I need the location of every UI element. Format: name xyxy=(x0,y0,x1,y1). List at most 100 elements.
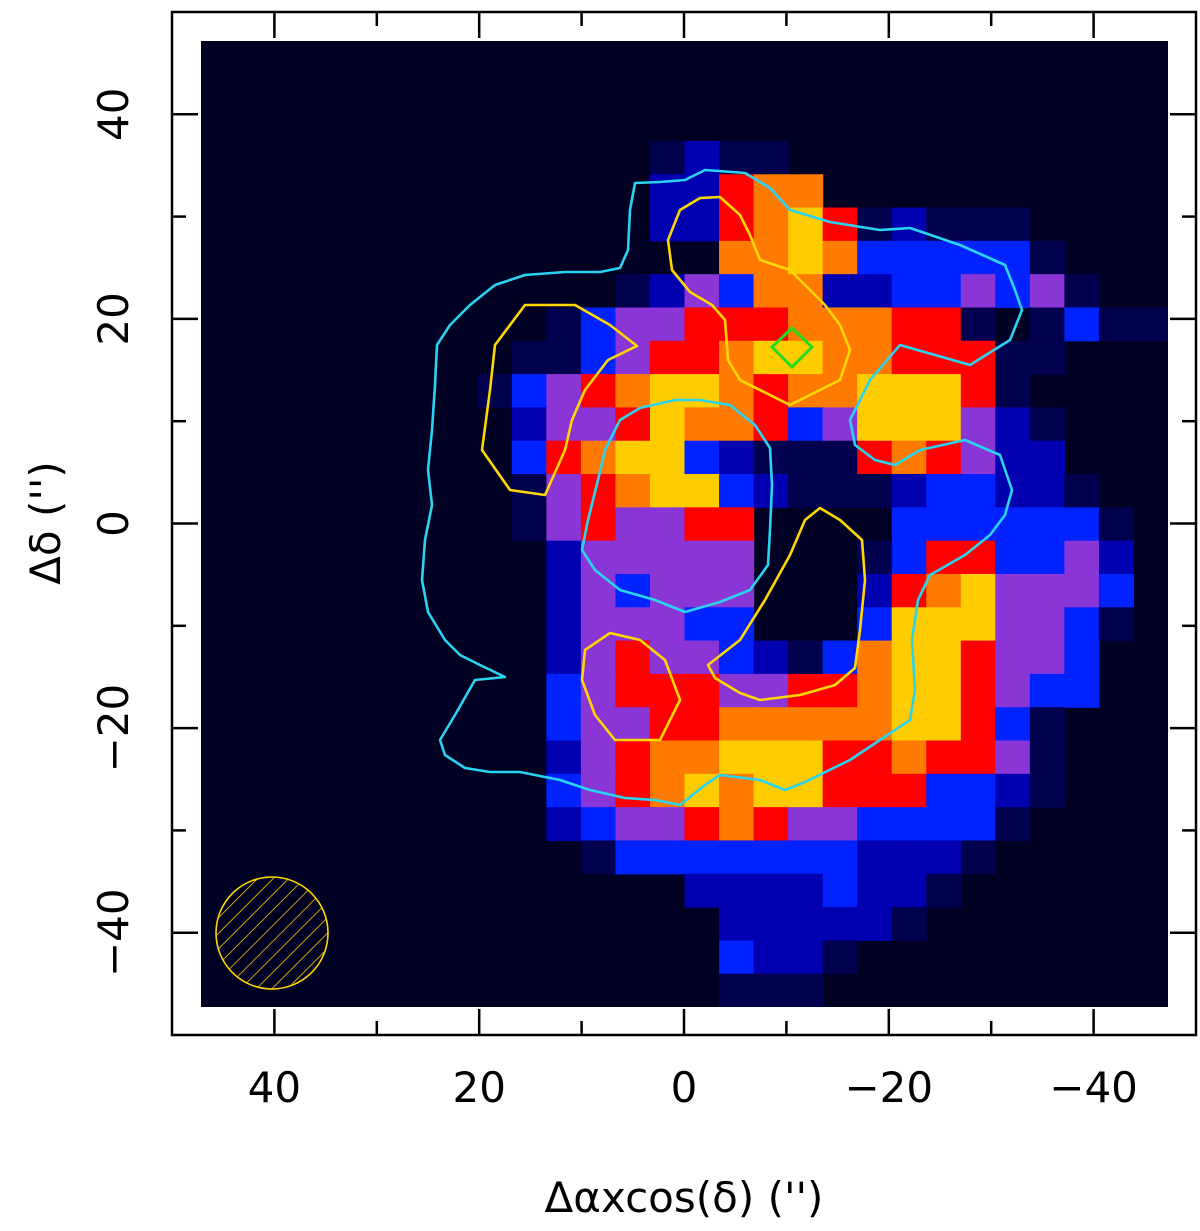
heatmap-cell xyxy=(891,274,927,309)
heatmap-cell xyxy=(477,374,513,409)
heatmap-cell xyxy=(995,707,1031,742)
heatmap-cell xyxy=(719,740,755,775)
y-tick-label: −40 xyxy=(89,888,138,977)
heatmap-cell xyxy=(719,174,755,209)
heatmap-cell xyxy=(995,507,1031,542)
heatmap-cell xyxy=(719,640,755,675)
heatmap-cell xyxy=(546,573,582,608)
heatmap-cell xyxy=(788,840,824,875)
heatmap-cell xyxy=(960,707,996,742)
heatmap-cell xyxy=(753,807,789,842)
heatmap-cell xyxy=(1098,540,1135,575)
heatmap-cell xyxy=(546,640,582,675)
heatmap-cell xyxy=(1064,640,1100,675)
heatmap-cell xyxy=(822,840,858,875)
heatmap-cell xyxy=(1029,240,1065,275)
heatmap-cell xyxy=(857,907,893,941)
heatmap-cell xyxy=(1029,407,1065,442)
heatmap-cell xyxy=(857,873,893,908)
heatmap-cell xyxy=(1029,640,1065,675)
heatmap-cell xyxy=(857,340,893,375)
heatmap-cell xyxy=(684,540,720,575)
heatmap-cell xyxy=(891,307,927,342)
heatmap-cell xyxy=(788,707,824,742)
heatmap-cell xyxy=(1098,307,1135,342)
heatmap-cell xyxy=(1064,540,1100,575)
heatmap-cell xyxy=(511,440,547,475)
heatmap-cell xyxy=(649,573,686,608)
heatmap-cell xyxy=(719,507,755,542)
heatmap-cell xyxy=(788,474,824,508)
heatmap-cell xyxy=(719,707,755,742)
heatmap-cell xyxy=(857,474,893,508)
heatmap-cell xyxy=(891,474,927,508)
y-tick-label: 20 xyxy=(89,292,138,345)
heatmap-cell xyxy=(580,440,617,475)
heatmap-cell xyxy=(891,207,927,242)
heatmap-cell xyxy=(649,407,686,442)
y-tick-label: 0 xyxy=(89,510,138,537)
heatmap-cell xyxy=(891,673,927,708)
heatmap-cell xyxy=(788,773,824,808)
heatmap-cell xyxy=(1029,740,1065,775)
heatmap-cell xyxy=(857,640,893,675)
heatmap-cell xyxy=(891,873,927,908)
heatmap-cell xyxy=(788,240,824,275)
heatmap-cell xyxy=(960,207,996,242)
heatmap-cell xyxy=(546,807,582,842)
heatmap-cell xyxy=(891,407,927,442)
heatmap-cell xyxy=(857,240,893,275)
beam-ellipse xyxy=(215,876,329,990)
heatmap-cell xyxy=(684,807,720,842)
heatmap-cell xyxy=(960,274,996,309)
heatmap-cell xyxy=(995,740,1031,775)
heatmap-cell xyxy=(926,240,962,275)
heatmap-cell xyxy=(857,440,893,475)
heatmap-cell xyxy=(580,807,617,842)
heatmap-cell xyxy=(788,640,824,675)
heatmap-cell xyxy=(684,873,720,908)
heatmap-cell xyxy=(1064,274,1100,309)
heatmap-cell xyxy=(995,673,1031,708)
heatmap-cell xyxy=(1098,607,1135,642)
heatmap-cell xyxy=(857,274,893,309)
axis-ticks xyxy=(172,12,1196,1035)
heatmap-cell xyxy=(684,740,720,775)
heatmap-cell xyxy=(995,374,1031,409)
heatmap-cell xyxy=(546,374,582,409)
heatmap-cell xyxy=(649,840,686,875)
heatmap-cell xyxy=(1029,474,1065,508)
heatmap-cell xyxy=(649,440,686,475)
marker-diamond xyxy=(769,325,815,370)
heatmap-cell xyxy=(891,740,927,775)
heatmap-cell xyxy=(788,907,824,941)
heatmap-cell xyxy=(615,840,651,875)
heatmap-cell xyxy=(857,773,893,808)
heatmap-cell xyxy=(615,340,651,375)
heatmap xyxy=(477,140,1168,1007)
heatmap-cell xyxy=(960,507,996,542)
heatmap-cell xyxy=(1064,573,1100,608)
heatmap-cell xyxy=(615,773,651,808)
heatmap-cell xyxy=(995,240,1031,275)
heatmap-cell xyxy=(753,673,789,708)
tick-labels: 40 20 0 −20 −40 −40 −20 0 20 40 xyxy=(89,88,1138,1112)
heatmap-cell xyxy=(753,407,789,442)
heatmap-cell xyxy=(546,707,582,742)
heatmap-cell xyxy=(753,140,789,175)
heatmap-cell xyxy=(857,840,893,875)
heatmap-cell xyxy=(788,340,824,375)
heatmap-cell xyxy=(995,807,1031,842)
heatmap-cell xyxy=(615,374,651,409)
heatmap-cell xyxy=(960,474,996,508)
heatmap-cell xyxy=(788,407,824,442)
heatmap-cell xyxy=(546,507,582,542)
heatmap-cell xyxy=(926,507,962,542)
heatmap-cell xyxy=(753,274,789,309)
contour-high-1 xyxy=(480,303,639,497)
heatmap-cell xyxy=(1029,274,1065,309)
heatmap-cell xyxy=(1098,507,1135,542)
heatmap-cell xyxy=(753,840,789,875)
heatmap-cell xyxy=(684,507,720,542)
